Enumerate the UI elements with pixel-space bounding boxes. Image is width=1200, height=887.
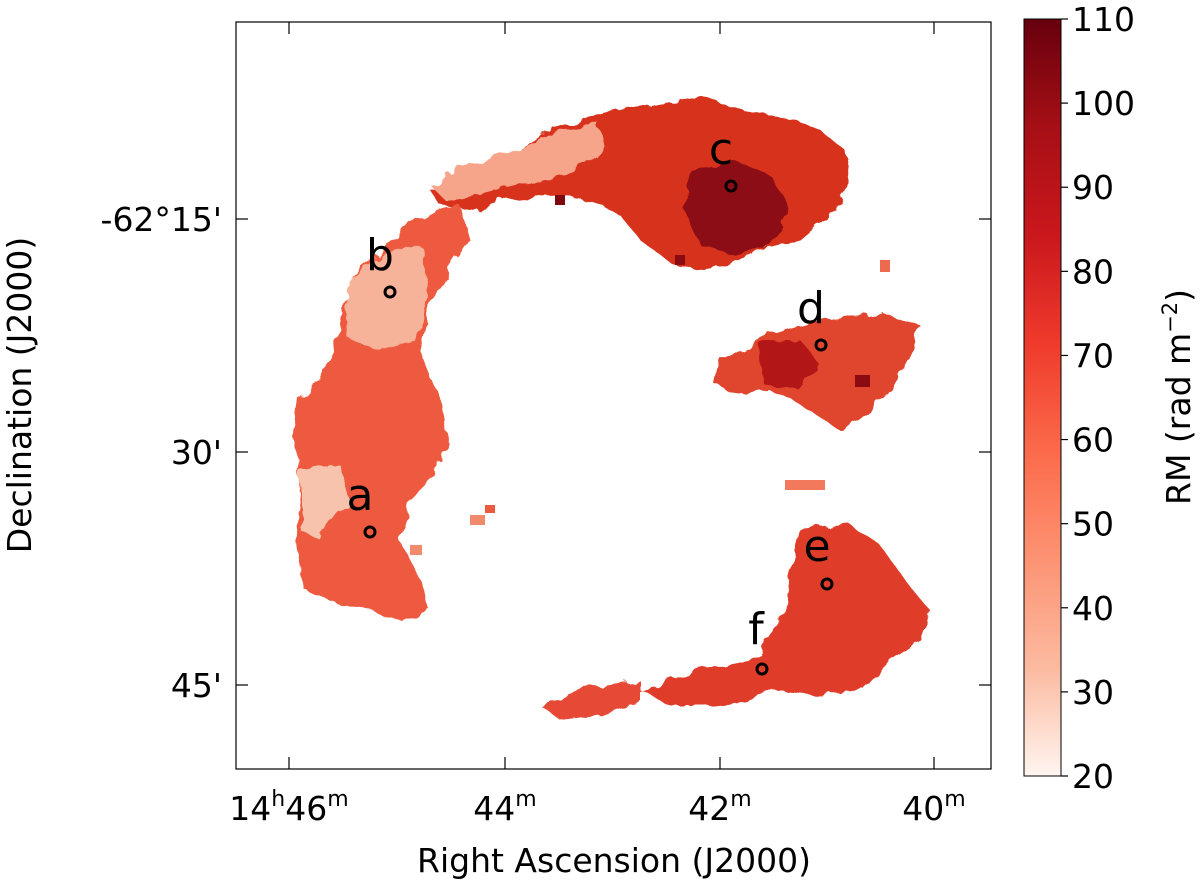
- marker-a-circle: [363, 525, 377, 539]
- marker-b-label: b: [366, 230, 394, 281]
- colorbar-ticks: 20 30 40 50 60 70 80 90 100 110: [1061, 0, 1135, 796]
- rm-map-image: [295, 95, 930, 720]
- marker-d-label: d: [797, 283, 825, 334]
- rm-region-d-dark: [760, 340, 820, 390]
- rm-region-a-pale: [300, 465, 350, 540]
- y-axis-label: Declination (J2000): [0, 237, 39, 554]
- marker-a-label: a: [347, 470, 374, 521]
- y-tick-label: 45': [171, 666, 222, 705]
- rm-map-islands: [410, 195, 890, 555]
- x-axis-ticks: 14h46m 44m 42m 40m: [229, 22, 966, 828]
- marker-c-label: c: [709, 124, 733, 175]
- x-tick-label: 40m: [902, 787, 965, 828]
- colorbar-tick-label: 60: [1072, 421, 1114, 460]
- x-tick-label: 42m: [688, 787, 751, 828]
- rm-region-south-west: [540, 680, 640, 720]
- source-markers: a b c d ef: [347, 124, 834, 676]
- colorbar-tick-label: 80: [1072, 252, 1114, 291]
- colorbar-tick-label: 40: [1072, 589, 1114, 628]
- marker-b-circle: [383, 285, 397, 299]
- marker-d-circle: [814, 338, 828, 352]
- y-tick-label: 30': [171, 433, 222, 472]
- colorbar-tick-label: 30: [1072, 673, 1114, 712]
- rm-region-north-pale: [430, 125, 600, 200]
- colorbar-label: RM (rad m−2): [1158, 289, 1198, 505]
- colorbar-tick-label: 20: [1072, 757, 1114, 796]
- y-tick-label: -62°15': [101, 200, 222, 239]
- colorbar-tick-label: 90: [1072, 168, 1114, 207]
- x-axis-label: Right Ascension (J2000): [417, 841, 811, 880]
- colorbar-tick-label: 70: [1072, 336, 1114, 375]
- x-tick-label: 14h46m: [229, 787, 348, 828]
- colorbar: [1023, 18, 1062, 777]
- plot-frame: [235, 21, 992, 770]
- marker-c-circle: [724, 179, 738, 193]
- marker-e-circle: [820, 577, 834, 591]
- y-axis-ticks: -62°15' 30' 45': [101, 200, 991, 705]
- colorbar-tick-label: 110: [1072, 0, 1135, 39]
- rm-region-south: [540, 525, 930, 710]
- colorbar-gradient: [1023, 18, 1062, 777]
- rm-region-c-core: [685, 160, 790, 255]
- marker-f-label: f: [748, 604, 765, 655]
- colorbar-tick-label: 50: [1072, 505, 1114, 544]
- marker-e-label: e: [803, 521, 830, 572]
- colorbar-tick-label: 100: [1072, 84, 1135, 123]
- marker-f-circle: [755, 662, 769, 676]
- x-tick-label: 44m: [473, 787, 536, 828]
- rm-region-d: [715, 310, 920, 430]
